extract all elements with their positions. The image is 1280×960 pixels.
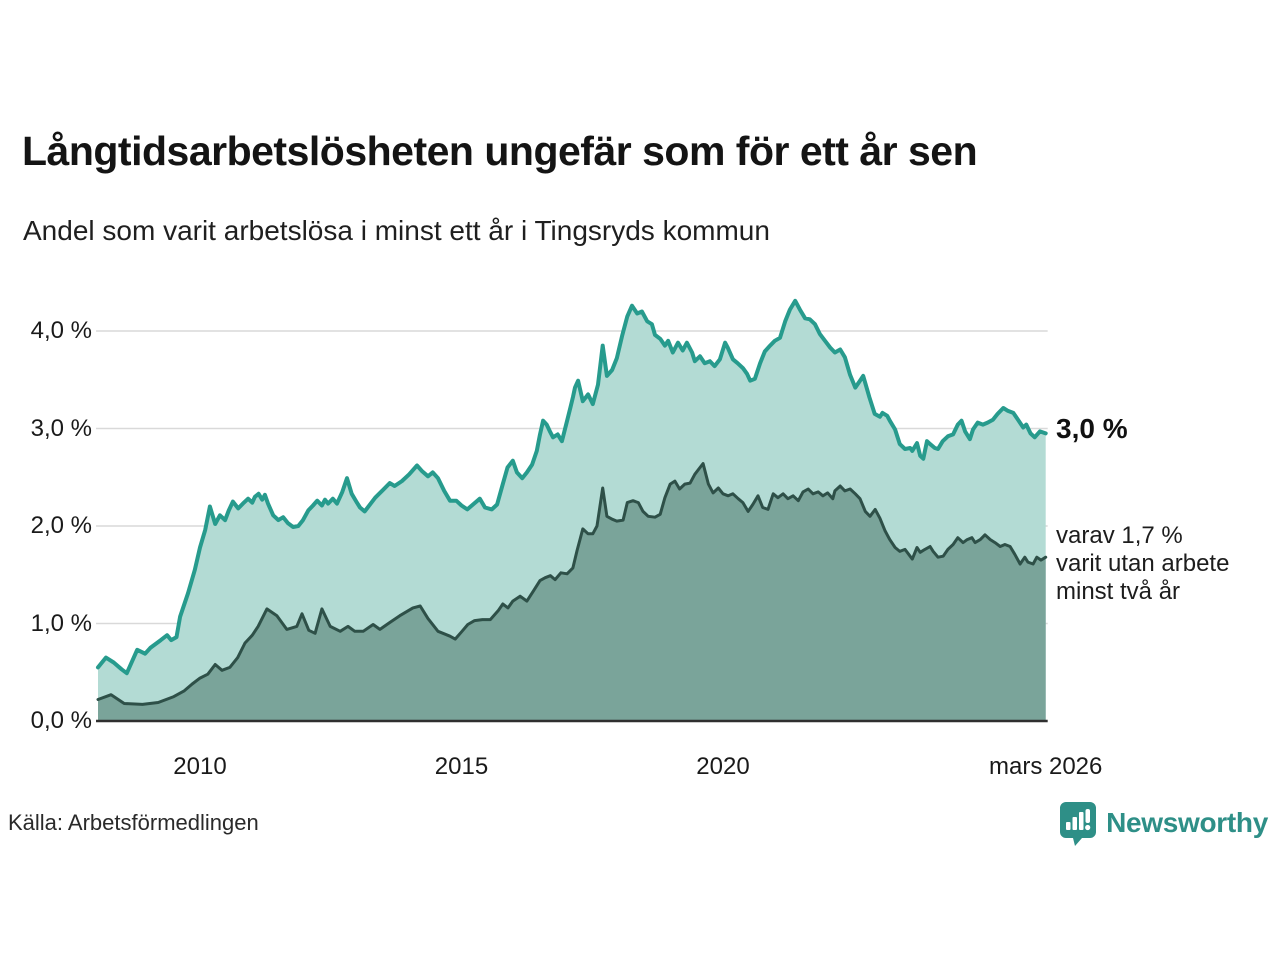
chart-subtitle: Andel som varit arbetslösa i minst ett å…: [23, 215, 770, 246]
series-line-1: [96, 298, 1048, 676]
y-tick-label-3: 3,0 %: [30, 414, 92, 442]
x-tick-label-2020: 2020: [696, 753, 750, 780]
y-tick-label-2: 2,0 %: [30, 512, 92, 539]
series1-end-value-label: 3,0 %: [1056, 413, 1128, 444]
series2-end-line2: varit utan arbete: [1056, 550, 1230, 577]
logo-exclamation-bar: [1085, 809, 1091, 823]
logo-exclamation-dot: [1085, 824, 1091, 831]
page-title: Långtidsarbetslösheten ungefär som för e…: [22, 128, 978, 174]
newsworthy-logo-text: Newsworthy: [1106, 807, 1268, 838]
source-attribution: Källa: Arbetsförmedlingen: [8, 810, 259, 835]
series2-end-line1: varav 1,7 %: [1056, 522, 1183, 549]
logo-bubble-shape: [1060, 802, 1097, 846]
x-tick-label-2015: 2015: [434, 753, 489, 780]
logo-bar-large: [1079, 812, 1084, 830]
series2-end-line3: minst två år: [1056, 578, 1181, 605]
series-area-2: [98, 463, 1046, 721]
y-tick-label-4: 4,0 %: [30, 317, 92, 344]
x-tick-label-mars-2026: mars 2026: [988, 753, 1103, 780]
y-tick-label-1: 1,0 %: [30, 609, 92, 637]
newsworthy-logo: Newsworthy: [1058, 799, 1268, 847]
newsworthy-logo-icon: [1060, 802, 1097, 846]
y-tick-label-0: 0,0 %: [30, 707, 92, 734]
logo-bar-medium: [1072, 817, 1078, 830]
series-line-2: [96, 462, 1048, 706]
logo-bar-small: [1066, 822, 1071, 830]
x-tick-label-2010: 2010: [173, 753, 227, 780]
series2-end-value-label: varav 1,7 % varit utan arbete minst två …: [1056, 522, 1229, 606]
